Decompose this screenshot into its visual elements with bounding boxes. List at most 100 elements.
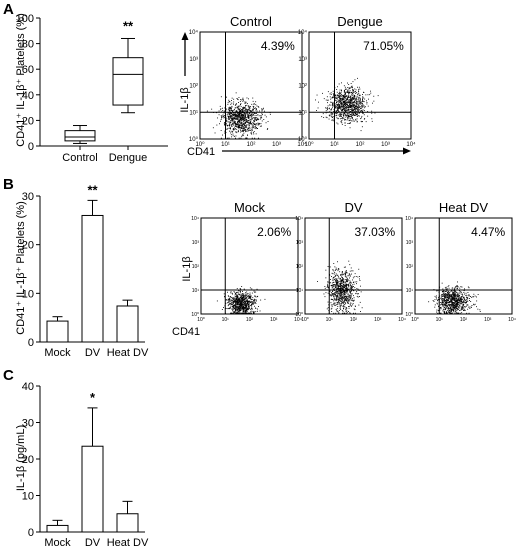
flow-dengue-event xyxy=(337,99,339,101)
flow-dv-event xyxy=(337,261,338,263)
flow-dengue-event xyxy=(345,98,347,100)
flow-dv-event xyxy=(332,287,334,289)
flow-heat-dv-event xyxy=(456,285,458,287)
flow-dengue-event xyxy=(339,100,341,102)
flow-dv-event xyxy=(342,295,344,296)
flow-control-event xyxy=(231,105,233,107)
flow-dv-event xyxy=(347,294,349,296)
flow-heat-dv-event xyxy=(444,302,446,304)
flow-dengue-event xyxy=(356,120,358,122)
flow-control-event xyxy=(232,111,233,112)
flow-dv-event xyxy=(342,296,344,298)
flow-dv-event xyxy=(338,300,339,302)
flow-mock-event xyxy=(243,312,245,314)
flow-dv-event xyxy=(326,286,328,288)
flow-dengue-event xyxy=(347,90,348,92)
flow-mock-event xyxy=(232,300,234,301)
flow-control-event xyxy=(239,122,241,124)
flow-heat-dv-event xyxy=(458,298,460,300)
flow-control-event xyxy=(227,118,229,119)
flow-dengue-event xyxy=(334,95,336,96)
flow-dv-event xyxy=(338,312,340,314)
flow-heat-dv-event xyxy=(441,296,442,298)
flow-heat-dv-event xyxy=(452,297,453,299)
flow-control-event xyxy=(230,103,232,105)
flow-control-event xyxy=(254,108,256,109)
flow-mock-event xyxy=(232,309,234,310)
flow-dengue-event xyxy=(353,106,354,108)
flow-control-event xyxy=(234,116,236,117)
flow-dengue-event xyxy=(362,96,364,98)
flow-dengue-event xyxy=(358,108,360,110)
flow-heat-dv-event xyxy=(453,306,454,308)
flow-heat-dv-event xyxy=(443,299,445,301)
bar-c-bar xyxy=(81,445,104,533)
flow-heat-dv-event xyxy=(458,296,459,297)
flow-control-event xyxy=(241,123,243,125)
flow-control-event xyxy=(254,112,255,114)
panel-label-a: A xyxy=(3,1,14,18)
flow-control-event xyxy=(257,122,259,124)
flow-dv-event xyxy=(352,284,353,286)
flow-mock-event xyxy=(240,305,242,307)
flow-heat-dv-event xyxy=(455,306,457,308)
flow-mock-event xyxy=(235,293,237,295)
flow-dv-event xyxy=(341,271,343,273)
flow-dengue-event xyxy=(340,99,342,101)
flow-heat-dv-event xyxy=(460,301,462,302)
flow-dengue-y-tick-label: 10¹ xyxy=(298,110,307,116)
flow-dv-event xyxy=(350,284,351,286)
flow-mock-event xyxy=(236,302,238,304)
flow-mock-event xyxy=(240,301,242,302)
flow-dv-event xyxy=(334,266,336,268)
flow-mock-event xyxy=(245,311,247,313)
flow-dengue-event xyxy=(359,98,361,100)
flow-dengue-event xyxy=(343,108,345,109)
flow-heat-dv-event xyxy=(444,307,446,308)
flow-heat-dv-event xyxy=(440,295,442,297)
flow-control-event xyxy=(244,117,246,119)
flow-heat-dv-event xyxy=(463,310,465,311)
flow-heat-dv-event xyxy=(456,301,458,303)
flow-dv-event xyxy=(353,299,355,301)
flow-control-event xyxy=(245,101,247,103)
flow-dv-event xyxy=(337,285,339,287)
flow-dengue-title: Dengue xyxy=(337,14,383,29)
flow-dengue-event xyxy=(373,100,375,102)
flow-dengue-event xyxy=(356,107,357,109)
flow-control-event xyxy=(217,117,218,119)
flow-dv-event xyxy=(345,307,347,309)
flow-dengue-event xyxy=(346,91,348,93)
flow-control-event xyxy=(252,109,254,110)
flow-dengue-event xyxy=(346,95,348,97)
flow-control-event xyxy=(237,99,239,101)
flow-heat-dv-event xyxy=(462,293,463,295)
flow-dengue-event xyxy=(327,99,329,101)
flow-dengue-event xyxy=(344,122,346,124)
flow-dv-event xyxy=(333,288,335,290)
flow-control-event xyxy=(247,105,249,107)
flow-dengue-event xyxy=(348,106,350,108)
flow-control-event xyxy=(241,128,242,129)
flow-dengue-event xyxy=(345,110,347,111)
flow-control-event xyxy=(226,96,227,98)
flow-heat-dv-event xyxy=(446,312,448,314)
flow-control-x-tick-label: 10⁰ xyxy=(195,141,205,148)
flow-control-event xyxy=(227,112,229,114)
flow-dv-event xyxy=(342,285,344,287)
flow-mock-event xyxy=(242,303,244,305)
flow-dv-event xyxy=(340,298,342,300)
flow-heat-dv-event xyxy=(465,292,467,294)
flow-dv-event xyxy=(330,279,331,280)
flow-mock-event xyxy=(227,308,229,309)
flow-dv-event xyxy=(341,302,343,304)
flow-dv-event xyxy=(338,277,340,279)
flow-dengue-event xyxy=(338,93,340,95)
flow-dengue-event xyxy=(344,102,346,104)
flow-dv-event xyxy=(341,279,343,281)
flow-dengue-event xyxy=(341,122,343,124)
flow-control-event xyxy=(230,120,232,122)
flow-control-event xyxy=(256,128,258,129)
flow-control-event xyxy=(229,125,231,127)
flow-control-event xyxy=(240,130,242,131)
